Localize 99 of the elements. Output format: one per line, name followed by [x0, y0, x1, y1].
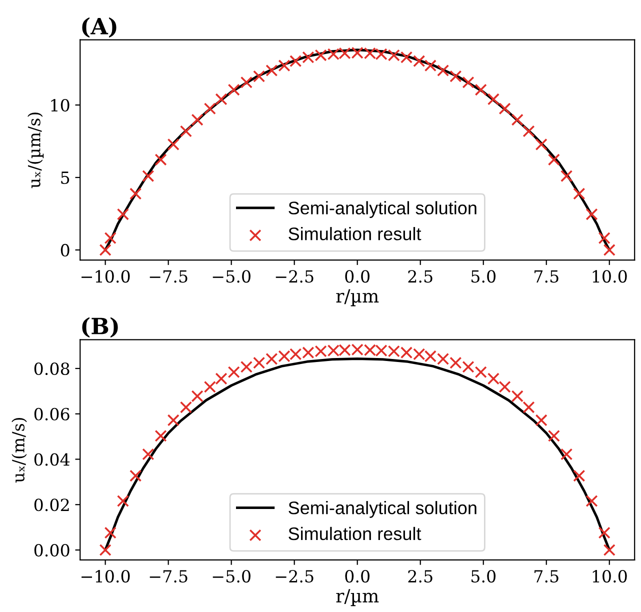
y-tick-label: 0.04	[34, 453, 70, 466]
x-tick-label: 0.0	[345, 270, 370, 283]
line-series	[104, 357, 611, 552]
point	[511, 390, 524, 402]
point	[487, 372, 500, 385]
y-tick-label: 5	[61, 172, 70, 184]
point	[278, 60, 290, 72]
point	[204, 380, 216, 393]
point	[548, 430, 560, 442]
x-tick-label: 2.5	[408, 270, 432, 283]
point	[154, 154, 167, 166]
chart-title: (B)	[82, 317, 118, 338]
x-axis-title: r/µm	[336, 589, 379, 606]
point	[215, 93, 228, 106]
point	[487, 93, 500, 106]
point	[413, 55, 426, 68]
x-tick-label: 5.0	[472, 270, 496, 283]
point	[253, 70, 266, 82]
point	[142, 170, 154, 182]
x-tick-label: 10.0	[592, 570, 627, 583]
point	[266, 64, 278, 77]
point	[474, 366, 487, 378]
point	[424, 60, 436, 72]
point	[116, 208, 130, 220]
point	[228, 366, 240, 378]
legend-label: Semi-analytical solution	[288, 201, 476, 218]
point	[104, 526, 116, 539]
point	[560, 448, 573, 460]
point	[586, 494, 598, 508]
point	[498, 380, 511, 393]
y-tick-label: 10	[51, 98, 70, 112]
point	[560, 170, 573, 182]
y-axis-title: uₓ/(µm/s)	[28, 112, 44, 188]
point	[573, 470, 586, 482]
x-tick-label: 2.5	[408, 570, 432, 583]
y-tick-label: 0.08	[34, 362, 70, 376]
point	[104, 232, 116, 244]
point	[167, 414, 180, 426]
chart-title: (A)	[82, 17, 116, 38]
x-tick-label: 7.5	[534, 270, 558, 283]
point	[154, 430, 167, 442]
point	[511, 114, 524, 126]
point	[191, 390, 204, 402]
y-tick-label: 0	[60, 244, 70, 257]
x-tick-label: −5.0	[212, 270, 250, 283]
point	[603, 244, 616, 256]
point	[167, 138, 180, 150]
point	[573, 188, 586, 200]
point	[142, 448, 154, 460]
point	[535, 138, 548, 150]
x-tick-label: −2.5	[276, 570, 314, 583]
point	[498, 102, 511, 115]
point	[598, 526, 610, 539]
x-tick-label: −10.0	[82, 570, 130, 583]
y-axis-title: uₓ/(m/s)	[12, 418, 27, 483]
point	[180, 401, 192, 414]
x-tick-label: −10.0	[82, 270, 130, 283]
x-tick-label: 0.0	[345, 570, 370, 583]
legend-label: Semi-analytical solution	[288, 501, 476, 518]
point	[191, 114, 204, 126]
point	[522, 401, 535, 414]
point	[462, 360, 474, 373]
point	[228, 84, 240, 96]
y-tick-label: 0.02	[34, 498, 69, 512]
point	[99, 544, 112, 556]
point	[130, 470, 142, 482]
point	[99, 244, 112, 256]
y-tick-label: 0.06	[34, 408, 70, 420]
point	[522, 125, 535, 138]
x-tick-label: −5.0	[212, 570, 250, 583]
point	[462, 76, 474, 88]
x-tick-label: 7.5	[534, 570, 558, 583]
x-tick-label: 10.0	[592, 270, 627, 283]
legend-label: Simulation result	[288, 227, 422, 240]
point	[603, 544, 616, 556]
point	[586, 208, 598, 220]
point	[253, 356, 266, 369]
point	[436, 64, 450, 77]
point	[598, 232, 610, 244]
point	[215, 372, 228, 385]
x-tick-label: −7.5	[150, 270, 188, 283]
point	[204, 102, 216, 115]
point	[450, 70, 462, 82]
point	[130, 188, 142, 200]
point	[240, 360, 253, 373]
point	[116, 494, 130, 508]
point	[450, 356, 462, 369]
point	[548, 154, 560, 166]
point	[535, 414, 548, 426]
point	[180, 125, 192, 138]
x-tick-label: −2.5	[276, 270, 314, 283]
point	[474, 84, 487, 96]
legend-label: Simulation result	[288, 526, 422, 540]
x-tick-label: −7.5	[150, 570, 188, 583]
point	[290, 55, 302, 68]
x-tick-label: 5.0	[472, 570, 496, 583]
x-axis-title: r/µm	[336, 289, 379, 306]
y-tick-label: 0.00	[34, 544, 70, 557]
point	[240, 76, 253, 88]
